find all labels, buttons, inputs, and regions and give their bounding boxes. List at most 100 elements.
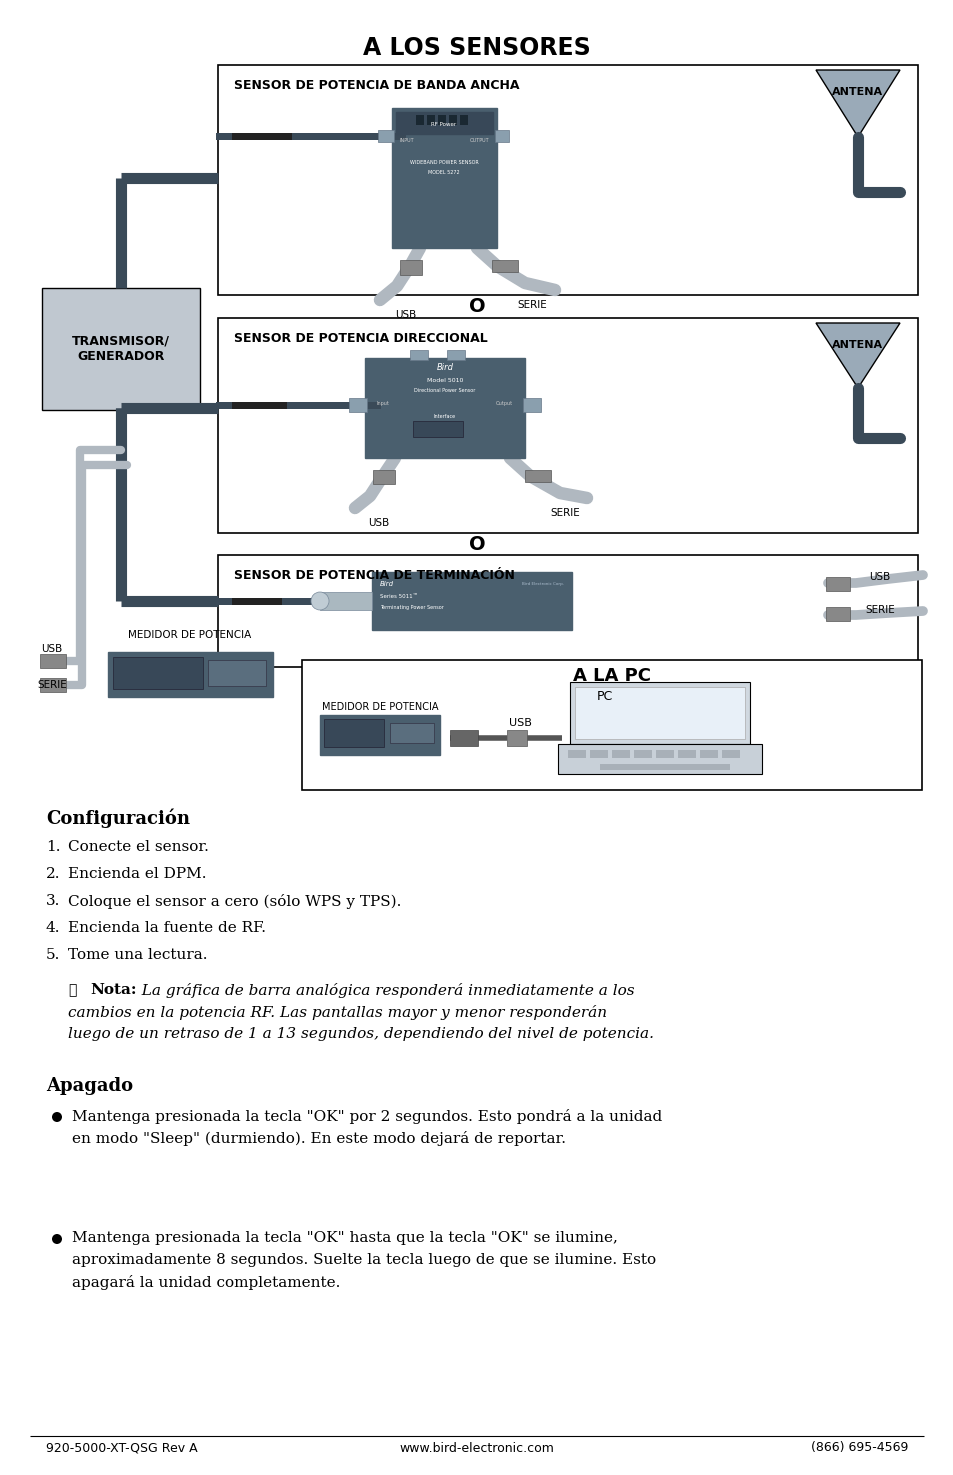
Text: USB: USB <box>368 518 389 528</box>
Bar <box>656 749 673 758</box>
Text: USB: USB <box>508 718 531 729</box>
Bar <box>218 555 917 667</box>
Bar <box>589 749 607 758</box>
Bar <box>319 715 439 755</box>
Text: ☞: ☞ <box>68 982 76 997</box>
Text: OUTPUT: OUTPUT <box>469 139 489 143</box>
Text: Encienda la fuente de RF.: Encienda la fuente de RF. <box>68 920 266 935</box>
Bar <box>825 608 849 621</box>
Bar <box>390 723 434 743</box>
Bar <box>825 577 849 591</box>
Text: www.bird-electronic.com: www.bird-electronic.com <box>399 1441 554 1454</box>
Bar <box>449 115 456 125</box>
Circle shape <box>52 1235 62 1243</box>
Text: ANTENA: ANTENA <box>832 87 882 97</box>
Bar <box>232 133 292 140</box>
Text: MODEL 5272: MODEL 5272 <box>428 171 459 176</box>
Bar <box>42 288 200 410</box>
Bar <box>495 130 509 142</box>
Bar <box>377 130 394 142</box>
Text: INPUT: INPUT <box>399 139 415 143</box>
Text: luego de un retraso de 1 a 13 segundos, dependiendo del nivel de potencia.: luego de un retraso de 1 a 13 segundos, … <box>68 1027 654 1041</box>
Text: SERIE: SERIE <box>864 605 894 615</box>
Text: aproximadamente 8 segundos. Suelte la tecla luego de que se ilumine. Esto: aproximadamente 8 segundos. Suelte la te… <box>71 1252 656 1267</box>
Text: Mantenga presionada la tecla "OK" por 2 segundos. Esto pondrá a la unidad: Mantenga presionada la tecla "OK" por 2 … <box>71 1109 661 1124</box>
Bar <box>447 350 464 360</box>
Bar <box>302 659 921 791</box>
Bar <box>319 591 372 611</box>
Bar <box>232 403 287 409</box>
Polygon shape <box>815 323 899 388</box>
Bar <box>108 652 273 698</box>
Text: Output: Output <box>496 401 513 407</box>
Bar <box>678 749 696 758</box>
Text: SENSOR DE POTENCIA DIRECCIONAL: SENSOR DE POTENCIA DIRECCIONAL <box>233 332 487 345</box>
Bar <box>218 65 917 295</box>
Text: apagará la unidad completamente.: apagará la unidad completamente. <box>71 1274 340 1291</box>
Text: Input: Input <box>376 401 390 407</box>
Text: MEDIDOR DE POTENCIA: MEDIDOR DE POTENCIA <box>321 702 437 712</box>
Text: SERIE: SERIE <box>550 507 579 518</box>
Text: Series 5011™: Series 5011™ <box>379 593 417 599</box>
Bar <box>410 350 428 360</box>
Text: Nota:: Nota: <box>90 982 136 997</box>
Text: 2.: 2. <box>46 867 60 881</box>
Text: SERIE: SERIE <box>517 299 546 310</box>
Text: Conecte el sensor.: Conecte el sensor. <box>68 839 209 854</box>
Bar <box>522 398 540 412</box>
Bar <box>506 730 526 746</box>
Bar <box>558 743 761 774</box>
Text: Directional Power Sensor: Directional Power Sensor <box>414 388 476 394</box>
Bar <box>612 749 629 758</box>
Text: SENSOR DE POTENCIA DE BANDA ANCHA: SENSOR DE POTENCIA DE BANDA ANCHA <box>233 80 519 91</box>
Bar <box>700 749 718 758</box>
Bar <box>392 108 497 248</box>
Text: 4.: 4. <box>46 920 60 935</box>
Text: WIDEBAND POWER SENSOR: WIDEBAND POWER SENSOR <box>409 161 477 165</box>
Bar <box>413 420 462 437</box>
Bar <box>372 572 572 630</box>
Bar <box>459 115 468 125</box>
Text: Bird Electronic Corp.: Bird Electronic Corp. <box>521 583 563 586</box>
Bar <box>567 749 585 758</box>
Bar <box>450 730 477 746</box>
Text: SENSOR DE POTENCIA DE TERMINACIÓN: SENSOR DE POTENCIA DE TERMINACIÓN <box>233 569 515 583</box>
Bar <box>634 749 651 758</box>
Bar <box>232 597 282 605</box>
Bar <box>215 403 380 409</box>
Text: MEDIDOR DE POTENCIA: MEDIDOR DE POTENCIA <box>129 630 252 640</box>
Text: USB: USB <box>395 310 416 320</box>
Ellipse shape <box>311 591 329 611</box>
Text: RF Power: RF Power <box>431 121 456 127</box>
Bar <box>215 597 319 605</box>
Text: Encienda el DPM.: Encienda el DPM. <box>68 867 206 881</box>
Bar <box>373 471 395 484</box>
Bar <box>365 358 524 459</box>
Text: 1.: 1. <box>46 839 60 854</box>
Text: Apagado: Apagado <box>46 1077 133 1094</box>
Text: PC: PC <box>597 690 613 704</box>
Bar <box>349 398 367 412</box>
Text: SERIE: SERIE <box>37 680 67 690</box>
Text: USB: USB <box>41 645 63 653</box>
Bar <box>437 115 446 125</box>
Text: O: O <box>468 298 485 317</box>
Text: 5.: 5. <box>46 948 60 962</box>
Bar <box>599 764 729 770</box>
Bar <box>575 687 744 739</box>
Bar <box>395 112 493 134</box>
Bar <box>399 260 421 274</box>
Bar <box>218 319 917 532</box>
Text: A LA PC: A LA PC <box>573 667 650 684</box>
Bar <box>492 260 517 271</box>
Text: 3.: 3. <box>46 894 60 909</box>
Text: Bird: Bird <box>436 363 453 373</box>
Bar <box>721 749 740 758</box>
Text: A LOS SENSORES: A LOS SENSORES <box>363 35 590 60</box>
Text: USB: USB <box>868 572 890 583</box>
Text: ANTENA: ANTENA <box>832 341 882 350</box>
Circle shape <box>52 1112 62 1122</box>
Bar <box>569 681 749 743</box>
Text: Bird: Bird <box>379 581 394 587</box>
Bar <box>208 659 266 686</box>
